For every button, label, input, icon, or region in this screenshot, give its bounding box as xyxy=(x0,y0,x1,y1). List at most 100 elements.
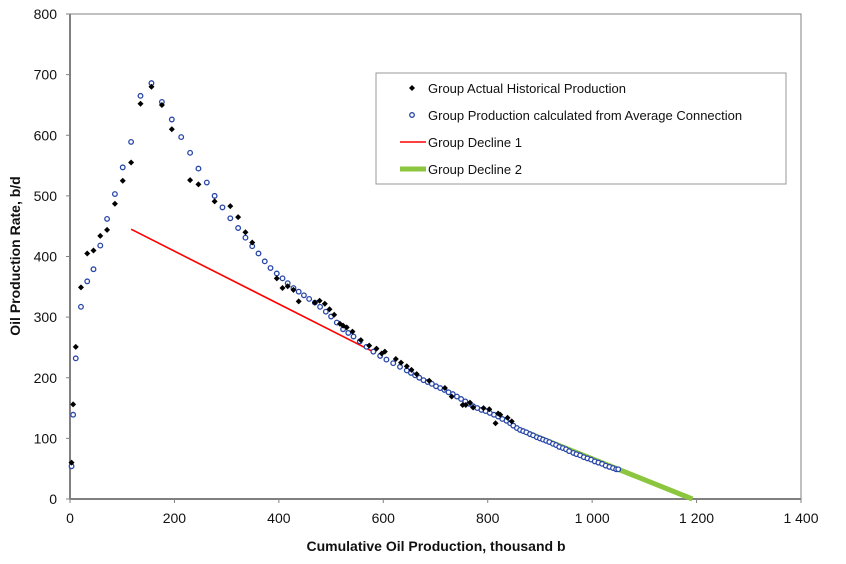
data-point xyxy=(331,311,338,318)
data-point xyxy=(357,337,364,344)
data-point xyxy=(119,177,126,184)
axes: 0 200 400 600 800 1 000 1 200 1 400 0 100 200 300 40… xyxy=(34,6,819,526)
y-tick-label: 800 xyxy=(34,6,58,22)
data-point xyxy=(195,165,202,172)
data-point xyxy=(72,355,79,362)
data-point xyxy=(90,247,97,254)
x-tick-label: 400 xyxy=(267,510,291,526)
legend-marker-actual xyxy=(409,85,415,91)
legend-label-actual: Group Actual Historical Production xyxy=(428,81,626,96)
data-point xyxy=(195,181,202,188)
data-point xyxy=(317,303,324,310)
data-point xyxy=(316,297,323,304)
data-point xyxy=(104,215,111,222)
data-point xyxy=(255,250,262,257)
data-point xyxy=(381,348,388,355)
data-point xyxy=(273,275,280,282)
data-point xyxy=(441,385,448,392)
data-point xyxy=(242,234,249,241)
data-point xyxy=(227,215,234,222)
data-point xyxy=(392,355,399,362)
data-point xyxy=(119,164,126,171)
data-point xyxy=(279,275,286,282)
data-point xyxy=(428,380,435,387)
decline-line xyxy=(130,228,373,352)
x-tick-label: 1 000 xyxy=(575,510,610,526)
data-point xyxy=(187,177,194,184)
data-point xyxy=(97,242,104,249)
data-point xyxy=(97,232,104,239)
y-tick-label: 700 xyxy=(34,67,58,83)
data-point xyxy=(137,92,144,99)
data-point xyxy=(211,192,218,199)
data-point xyxy=(249,239,256,246)
data-point xyxy=(84,278,91,285)
y-tick-label: 100 xyxy=(34,430,58,446)
data-point xyxy=(219,204,226,211)
data-point xyxy=(300,292,307,299)
data-point xyxy=(350,333,357,340)
data-point xyxy=(343,324,350,331)
data-point xyxy=(311,299,318,306)
y-tick-label: 200 xyxy=(34,370,58,386)
data-point xyxy=(459,402,466,409)
data-point xyxy=(77,284,84,291)
data-point xyxy=(187,149,194,156)
data-point xyxy=(70,401,77,408)
data-point xyxy=(178,134,185,141)
data-point xyxy=(408,366,415,373)
data-point xyxy=(78,303,84,310)
data-point xyxy=(486,406,493,413)
legend-label-decline-2: Group Decline 2 xyxy=(428,162,522,177)
x-axis-label: Cumulative Oil Production, thousand b xyxy=(306,538,565,554)
data-point xyxy=(128,159,135,166)
data-point xyxy=(295,288,302,295)
data-point xyxy=(104,226,111,233)
data-point xyxy=(466,399,473,406)
plot-marks xyxy=(68,80,694,502)
legend-label-decline-1: Group Decline 1 xyxy=(428,135,522,150)
data-point xyxy=(426,377,433,384)
data-point xyxy=(322,308,329,315)
y-tick-label: 300 xyxy=(34,309,58,325)
data-point xyxy=(448,393,455,400)
data-point xyxy=(84,250,91,257)
data-point xyxy=(306,295,313,302)
data-point xyxy=(137,100,144,107)
data-point xyxy=(227,203,234,210)
data-point xyxy=(492,420,499,427)
data-point xyxy=(403,363,410,370)
data-point xyxy=(290,286,297,293)
data-point xyxy=(111,191,118,198)
data-point xyxy=(497,411,504,418)
data-point xyxy=(397,363,403,370)
y-tick-label: 400 xyxy=(34,249,58,265)
data-point xyxy=(373,345,380,352)
data-point xyxy=(398,359,405,366)
series-group-actual-historical-production xyxy=(68,83,515,466)
data-point xyxy=(284,283,291,290)
data-point xyxy=(370,348,377,355)
data-point xyxy=(235,225,242,231)
data-point xyxy=(235,214,242,221)
legend: Group Actual Historical Production Group… xyxy=(375,72,787,185)
y-tick-label: 500 xyxy=(34,188,58,204)
data-point xyxy=(349,328,356,335)
data-point xyxy=(321,300,328,307)
data-point xyxy=(148,83,155,90)
data-point xyxy=(72,343,79,350)
data-point xyxy=(480,405,487,412)
data-point xyxy=(211,198,218,205)
legend-label-calculated: Group Production calculated from Average… xyxy=(428,108,742,123)
y-tick-label: 0 xyxy=(49,491,57,507)
data-point xyxy=(261,258,268,265)
data-point xyxy=(168,126,175,133)
data-point xyxy=(90,266,97,273)
data-point xyxy=(413,371,420,378)
data-point xyxy=(203,179,210,186)
x-tick-label: 600 xyxy=(372,510,396,526)
data-point xyxy=(111,200,118,207)
data-point xyxy=(70,411,77,418)
data-point xyxy=(508,418,515,425)
